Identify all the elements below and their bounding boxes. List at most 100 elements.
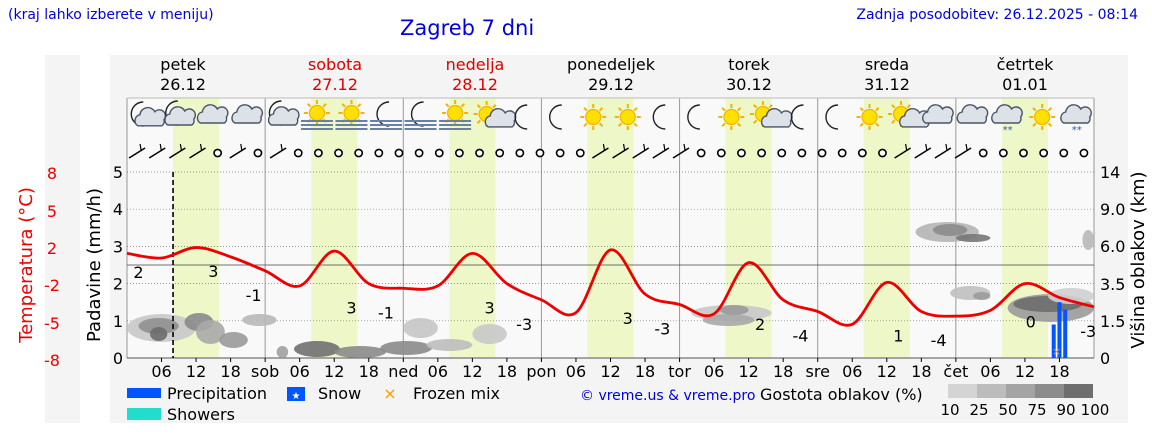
sun-fog-icon — [300, 100, 333, 130]
temperature-tick-label: 2 — [47, 239, 57, 258]
cloud-shape — [956, 104, 989, 124]
calm-wind-circle — [716, 148, 726, 158]
sun-icon — [1029, 104, 1056, 130]
wind-barb-tick — [663, 143, 666, 151]
sun-cloud-icon — [888, 101, 931, 128]
x-tick-label: ned — [388, 362, 418, 381]
day-date: 29.12 — [588, 75, 634, 94]
wind-barb-tick — [925, 143, 928, 151]
sun-ray — [341, 103, 346, 108]
x-tick-label: 18 — [635, 362, 655, 381]
cloud-shape — [231, 104, 264, 124]
cloud-snow-icon — [1060, 104, 1092, 124]
sun-ray — [1032, 107, 1037, 112]
x-tick-label: 06 — [566, 362, 586, 381]
cloud-density-blob — [472, 324, 507, 344]
moon-icon — [790, 104, 804, 130]
left-axis-panel — [45, 55, 80, 423]
cloud-icon — [196, 104, 229, 124]
daylight-band — [863, 98, 910, 358]
cloud-density-blob — [426, 339, 473, 351]
x-tick-label: 06 — [151, 362, 171, 381]
cloud-height-tick-label: 14 — [1100, 163, 1120, 182]
x-tick-label: sob — [251, 362, 279, 381]
sun-ray — [906, 104, 911, 109]
cloud-moon-icon — [267, 100, 300, 126]
calm-wind-circle — [455, 148, 464, 158]
x-tick-label: čet — [943, 362, 968, 381]
cloud-shape — [922, 104, 954, 124]
temperature-label: 2 — [133, 263, 143, 282]
cloud-density-swatch — [1006, 384, 1035, 398]
moon-icon — [825, 104, 839, 130]
sun-ray — [617, 107, 623, 112]
cloud-shape — [760, 108, 793, 128]
sun-cloud-icon — [473, 101, 517, 128]
sun-ray — [753, 119, 758, 124]
precipitation-bar — [1063, 309, 1068, 358]
wind-barb — [128, 147, 146, 159]
calm-wind-circle — [978, 148, 988, 158]
calm-wind-circle — [998, 148, 1008, 158]
temperature-axis-title: Temperatura (°C) — [16, 187, 37, 344]
sun-ray — [583, 107, 588, 112]
calm-wind-circle — [394, 148, 404, 158]
sun-rays — [580, 104, 607, 130]
cloud-shape — [196, 104, 229, 124]
day-name: sobota — [308, 55, 362, 74]
wind-barb — [652, 147, 670, 159]
legend-precipitation-label: Precipitation — [167, 384, 267, 403]
legend-showers-label: Showers — [167, 405, 235, 424]
region-hint[interactable]: (kraj lahko izberete v meniju) — [8, 7, 214, 23]
sun-rays — [856, 104, 883, 130]
calm-wind-circle — [475, 148, 484, 158]
calm-wind-circle — [777, 148, 787, 158]
sun-ray — [891, 119, 896, 124]
cloud-shape — [484, 108, 517, 128]
cloud-density-blob — [334, 346, 387, 358]
wind-barb — [189, 147, 206, 159]
temperature-label: -1 — [378, 303, 394, 322]
cloud-density-blob — [403, 318, 438, 338]
sun-fog-icon — [439, 100, 472, 130]
sun-fog-icon — [335, 100, 368, 130]
day-date: 26.12 — [160, 75, 206, 94]
precipitation-axis-title: Padavine (mm/h) — [84, 188, 105, 342]
cloud-density-blob — [1047, 288, 1094, 304]
wind-barb-tick — [683, 143, 686, 151]
temperature-label: -3 — [516, 315, 532, 334]
sun-cloud-icon — [749, 101, 793, 128]
wind-barb-tick — [945, 143, 948, 151]
wind-barb-tick — [179, 143, 182, 151]
x-tick-label: 18 — [497, 362, 517, 381]
legend-snow-star: ★ — [292, 391, 301, 402]
daylight-band — [587, 98, 634, 358]
cloud-density-swatch — [977, 384, 1006, 398]
wind-barb-tick — [602, 143, 606, 151]
cloud-density-blob — [196, 320, 225, 344]
sun-icon — [856, 104, 883, 130]
cloud-icon — [231, 104, 264, 124]
calm-wind-circle — [737, 148, 746, 158]
cloud-shape — [267, 106, 300, 126]
wind-barb — [148, 147, 166, 159]
sun-icon — [614, 104, 641, 130]
wind-barb-tick — [199, 143, 203, 151]
cloud-shape — [134, 106, 167, 127]
calm-wind-circle — [293, 148, 303, 158]
calm-wind-circle — [535, 148, 545, 158]
sun-ray — [721, 122, 726, 127]
calm-wind-circle — [1079, 148, 1089, 158]
temperature-label: -3 — [1080, 322, 1096, 341]
precipitation-tick-label: 5 — [113, 163, 123, 182]
credit-link[interactable]: © vreme.us & vreme.pro — [580, 388, 756, 404]
wind-barb — [269, 147, 287, 159]
moon-shape — [549, 104, 562, 130]
daylight-band — [311, 98, 358, 358]
cloud-density-layer — [127, 222, 1094, 358]
calm-wind-circle — [837, 148, 847, 158]
temperature-tick-label: 5 — [47, 202, 57, 221]
wind-barb-tick — [159, 143, 162, 151]
moon-shape — [687, 104, 700, 130]
